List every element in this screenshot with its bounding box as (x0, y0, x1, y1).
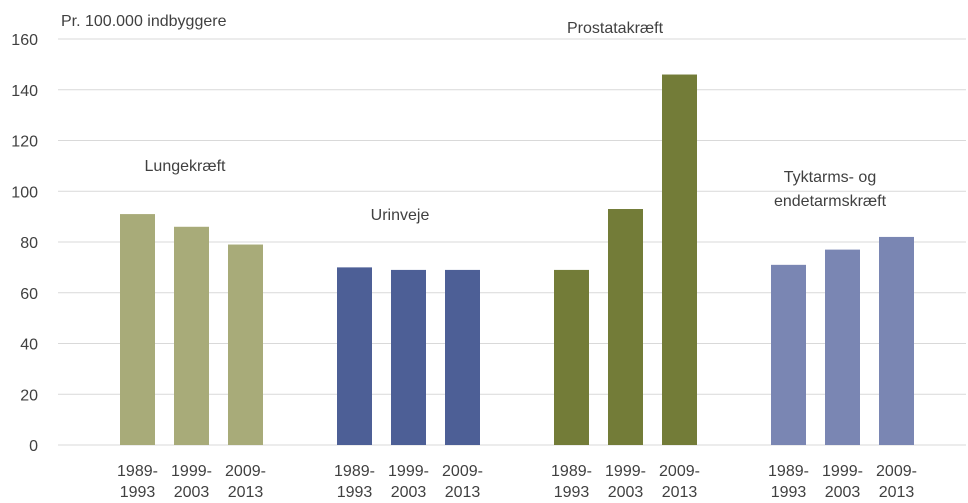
bar (662, 74, 697, 446)
bar (825, 249, 860, 445)
y-axis-unit-label: Pr. 100.000 indbyggere (61, 13, 227, 30)
y-tick-label: 0 (29, 438, 38, 455)
x-category-label: 1989-1993 (768, 463, 809, 501)
x-category-label: 1999-2003 (388, 463, 429, 501)
bar (120, 214, 155, 445)
gridlines (58, 38, 966, 446)
bar (771, 264, 806, 445)
bar (445, 269, 480, 445)
y-tick-label: 80 (20, 235, 38, 252)
y-tick-label: 160 (11, 32, 38, 49)
group-label: Tyktarms- og endetarmskræft (774, 169, 887, 210)
bar (228, 244, 263, 445)
x-category-label: 2009-2013 (442, 463, 483, 501)
y-tick-label: 20 (20, 387, 38, 404)
x-category-label: 1999-2003 (822, 463, 863, 501)
group-label: Prostatakræft (567, 20, 664, 37)
x-category-label: 1989-1993 (117, 463, 158, 501)
group-label: Lungekræft (145, 158, 226, 175)
y-tick-label: 120 (11, 134, 38, 151)
bar (554, 269, 589, 445)
y-tick-label: 60 (20, 286, 38, 303)
x-axis-categories: 1989-1993 1999-2003 2009-2013 1989-1993 1999… (117, 463, 917, 501)
bar (337, 267, 372, 445)
bar (391, 269, 426, 445)
y-tick-label: 100 (11, 184, 38, 201)
y-tick-label: 140 (11, 83, 38, 100)
y-axis-ticks: 0 20 40 60 80 100 120 140 160 (11, 32, 38, 455)
x-category-label: 2009-2013 (876, 463, 917, 501)
group-labels: Lungekræft Urinveje Prostatakræft Tyktarms-… (145, 20, 887, 224)
group-label: Urinveje (371, 207, 430, 224)
bars (120, 74, 914, 446)
x-category-label: 1999-2003 (605, 463, 646, 501)
bar (879, 236, 914, 445)
bar (174, 226, 209, 445)
x-category-label: 1989-1993 (334, 463, 375, 501)
y-tick-label: 40 (20, 337, 38, 354)
x-category-label: 1999-2003 (171, 463, 212, 501)
x-category-label: 1989-1993 (551, 463, 592, 501)
bar (608, 209, 643, 445)
x-category-label: 2009-2013 (225, 463, 266, 501)
x-category-label: 2009-2013 (659, 463, 700, 501)
